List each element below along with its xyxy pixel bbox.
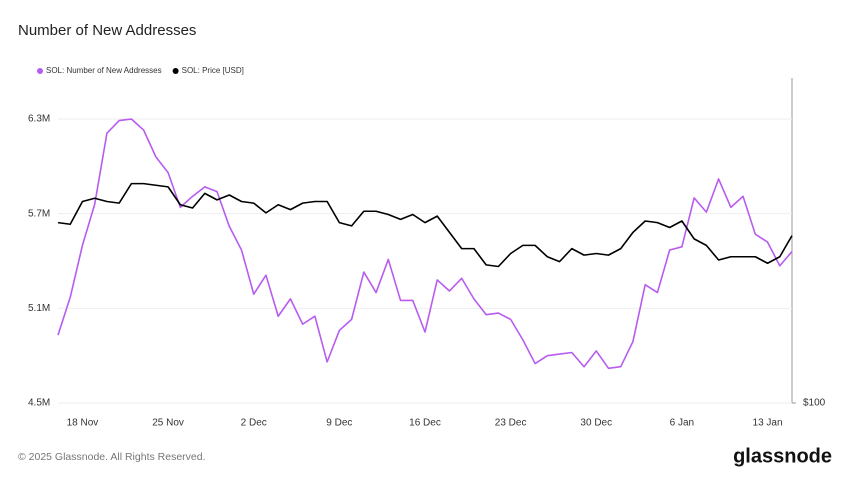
x-tick-label: 23 Dec: [495, 418, 527, 429]
x-tick-label: 6 Jan: [670, 418, 694, 429]
x-tick-label: 2 Dec: [241, 418, 267, 429]
x-tick-label: 30 Dec: [580, 418, 612, 429]
x-tick-label: 9 Dec: [326, 418, 352, 429]
y-tick-label: 5.7M: [28, 208, 50, 219]
x-tick-label: 13 Jan: [753, 418, 783, 429]
footer: © 2025 Glassnode. All Rights Reserved.: [18, 451, 206, 463]
x-tick-label: 25 Nov: [152, 418, 184, 429]
series-line: [57, 118, 793, 370]
series-line: [57, 182, 793, 268]
legend-marker: [172, 68, 179, 74]
chart-title: Number of New Addresses: [18, 22, 196, 39]
x-tick-label: 18 Nov: [67, 418, 99, 429]
legend-label: SOL: Price [USD]: [182, 66, 244, 75]
x-tick-label: 16 Dec: [409, 418, 441, 429]
legend-marker: [37, 68, 43, 74]
y-tick-label: 5.1M: [28, 303, 50, 314]
legend-label: SOL: Number of New Addresses: [46, 66, 162, 75]
y-tick-label: 4.5M: [28, 398, 50, 409]
y2-tick-label: $100: [803, 398, 826, 409]
y-tick-label: 6.3M: [28, 114, 50, 125]
brand-logo: glassnode: [733, 445, 832, 467]
